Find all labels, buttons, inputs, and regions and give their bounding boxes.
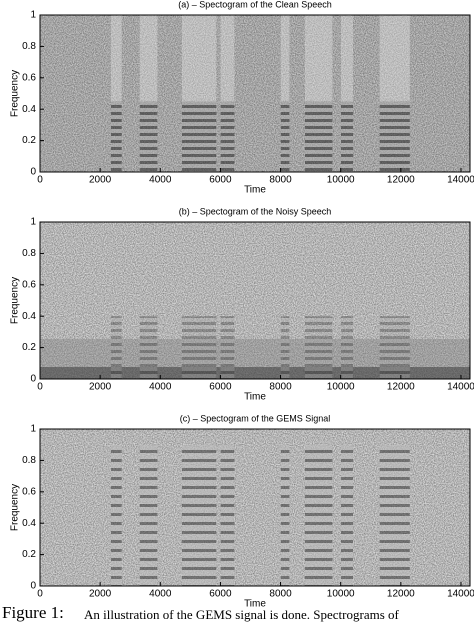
speech-segment: [110, 316, 122, 379]
x-tick-label: 8000: [269, 589, 292, 600]
y-tick-label: 0.6: [22, 486, 36, 497]
x-tick-label: 6000: [209, 175, 232, 186]
y-tick-label: 0.6: [22, 279, 36, 290]
speech-segment: [220, 316, 235, 379]
y-tick-label: 1: [30, 217, 36, 228]
x-tick-label: 6000: [209, 589, 232, 600]
x-tick-label: 14000: [447, 382, 474, 393]
speech-formant: [181, 15, 217, 102]
speech-segment: [220, 444, 235, 586]
y-tick-label: 0.4: [22, 518, 36, 529]
x-axis-label: Time: [244, 599, 266, 610]
y-tick-label: 0.6: [22, 72, 36, 83]
speech-formant: [304, 15, 333, 102]
x-tick-label: 6000: [209, 382, 232, 393]
x-tick-label: 0: [37, 382, 43, 393]
x-tick-label: 14000: [447, 589, 474, 600]
x-tick-label: 4000: [149, 382, 172, 393]
speech-segment: [341, 444, 354, 586]
speech-formant: [139, 15, 158, 102]
x-tick-label: 2000: [89, 589, 112, 600]
speech-formant: [341, 15, 354, 102]
speech-segment: [379, 444, 410, 586]
speech-segment: [181, 444, 217, 586]
y-tick-label: 0: [30, 167, 36, 178]
speech-segment: [110, 101, 122, 172]
x-axis-label: Time: [244, 392, 266, 403]
chart-title: (a) – Spectogram of the Clean Speech: [178, 0, 332, 9]
chart-title: (c) – Spectogram of the GEMS Signal: [180, 413, 331, 423]
x-tick-label: 14000: [447, 175, 474, 186]
speech-formant: [280, 15, 290, 102]
y-axis-label: Frequency: [10, 70, 21, 117]
x-tick-label: 10000: [327, 589, 355, 600]
speech-formant: [379, 15, 410, 102]
y-axis-label: Frequency: [10, 277, 21, 324]
speech-segment: [139, 316, 158, 379]
speech-segment: [304, 101, 333, 172]
x-tick-label: 12000: [387, 382, 415, 393]
speech-segment: [181, 316, 217, 379]
y-tick-label: 0.8: [22, 41, 36, 52]
speech-segment: [379, 316, 410, 379]
spectrogram: [39, 14, 471, 173]
speech-segment: [304, 316, 333, 379]
speech-segment: [139, 444, 158, 586]
axes-frame: [39, 14, 471, 173]
y-tick-label: 0: [30, 581, 36, 592]
speech-segment: [341, 101, 354, 172]
x-tick-label: 4000: [149, 589, 172, 600]
speech-segment: [139, 101, 158, 172]
speech-formant: [220, 15, 235, 102]
spectrogram: [39, 428, 471, 587]
x-tick-label: 0: [37, 175, 43, 186]
x-axis-label: Time: [244, 185, 266, 196]
speech-segment: [304, 444, 333, 586]
x-tick-label: 2000: [89, 175, 112, 186]
axes-frame: [39, 428, 471, 587]
x-tick-label: 12000: [387, 175, 415, 186]
speech-segment: [181, 101, 217, 172]
y-tick-label: 0.8: [22, 248, 36, 259]
x-tick-label: 8000: [269, 175, 292, 186]
speech-segment: [280, 444, 290, 586]
speech-segment: [280, 316, 290, 379]
y-tick-label: 0.8: [22, 455, 36, 466]
speech-segment: [110, 444, 122, 586]
x-tick-label: 10000: [327, 382, 355, 393]
speech-segment: [379, 101, 410, 172]
axes-frame: [39, 221, 471, 380]
speech-segment: [341, 316, 354, 379]
y-tick-label: 1: [30, 424, 36, 435]
y-tick-label: 0: [30, 374, 36, 385]
y-tick-label: 0.2: [22, 342, 36, 353]
y-tick-label: 0.4: [22, 104, 36, 115]
speech-formant: [110, 15, 122, 102]
caption-text: An illustration of the GEMS signal is do…: [84, 607, 400, 622]
y-tick-label: 1: [30, 10, 36, 21]
chart-title: (b) – Spectogram of the Noisy Speech: [179, 206, 332, 216]
caption-label: Figure 1:: [2, 603, 64, 622]
x-tick-label: 4000: [149, 175, 172, 186]
y-tick-label: 0.4: [22, 311, 36, 322]
x-tick-label: 0: [37, 589, 43, 600]
y-tick-label: 0.2: [22, 549, 36, 560]
spectrogram: [39, 221, 471, 380]
x-tick-label: 2000: [89, 382, 112, 393]
speech-segment: [220, 101, 235, 172]
speech-segment: [280, 101, 290, 172]
x-tick-label: 8000: [269, 382, 292, 393]
y-tick-label: 0.2: [22, 135, 36, 146]
y-axis-label: Frequency: [10, 484, 21, 531]
x-tick-label: 12000: [387, 589, 415, 600]
x-tick-label: 10000: [327, 175, 355, 186]
